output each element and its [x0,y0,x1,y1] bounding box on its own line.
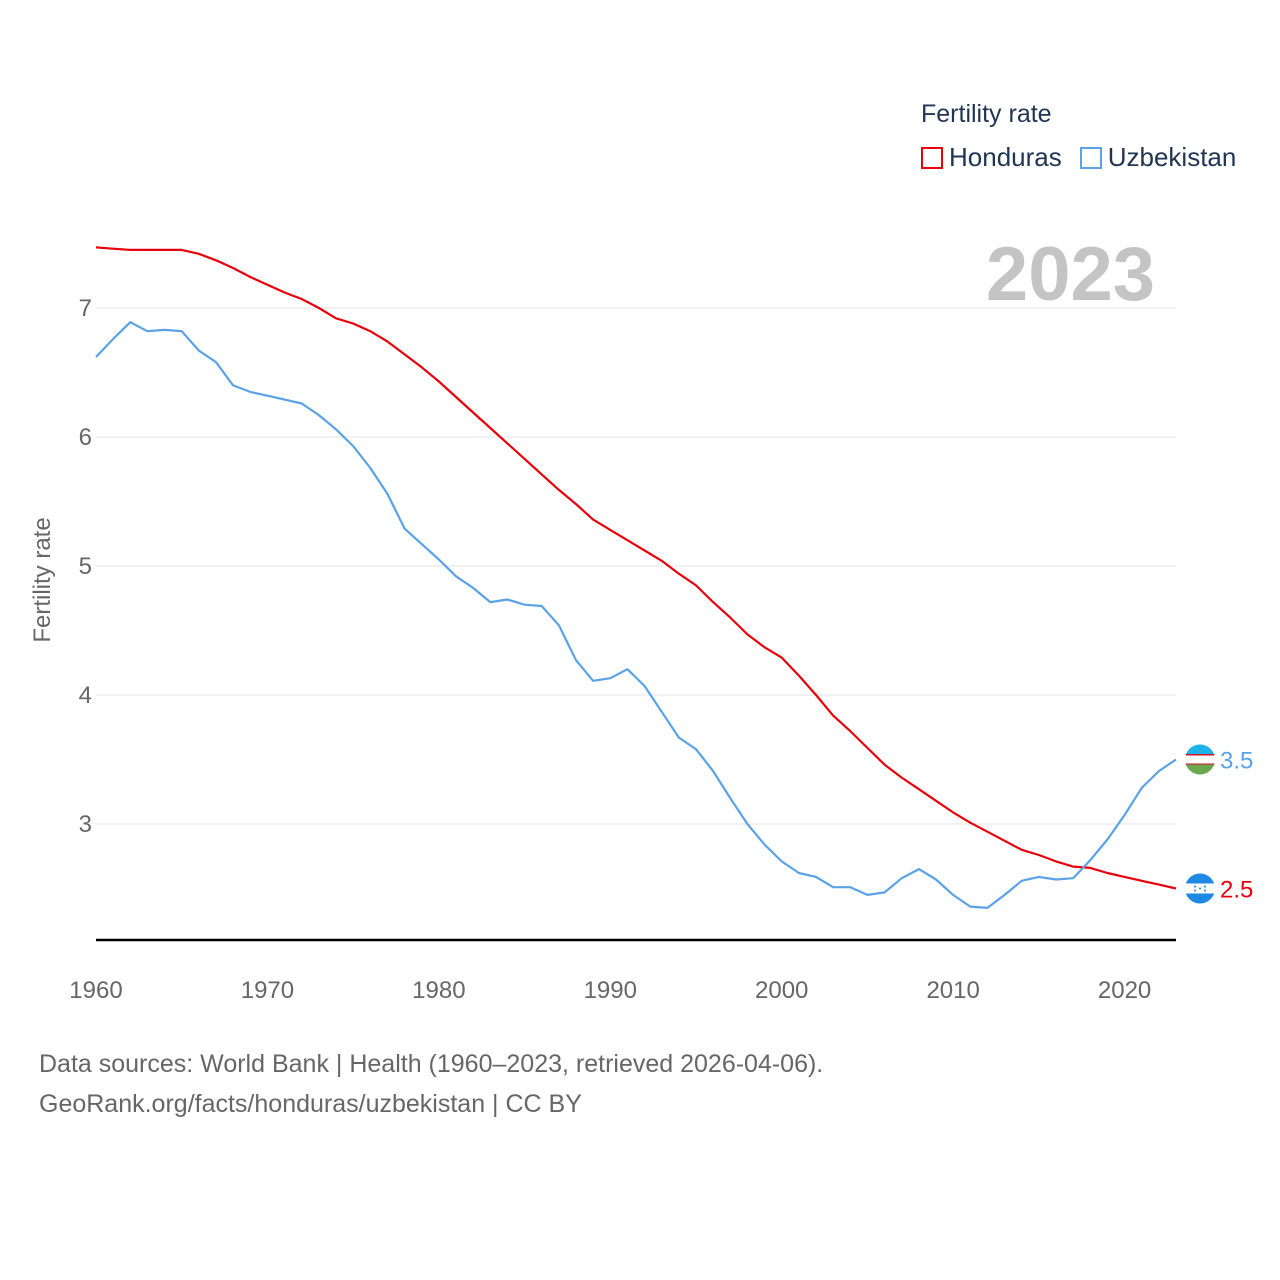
legend: Honduras Uzbekistan [921,142,1254,173]
end-value-label-uzbekistan: 3.5 [1220,748,1253,775]
legend-swatch-honduras [921,146,943,169]
legend-label-uzbekistan: Uzbekistan [1107,142,1237,172]
legend-swatch-uzbekistan [1079,146,1102,169]
x-tick-label: 1990 [584,977,637,1004]
series-lines [95,246,1177,909]
sources-line-2[interactable]: GeoRank.org/facts/honduras/uzbekistan | … [39,1090,582,1118]
end-value-label-honduras: 2.5 [1220,877,1253,904]
x-tick-label: 1980 [412,977,465,1004]
series-line-uzbekistan [95,321,1177,909]
flag-honduras-icon [1185,873,1215,904]
series-line-honduras [95,246,1177,890]
legend-item-honduras[interactable]: Honduras [921,142,1062,173]
grid-lines [96,307,1176,825]
x-tick-label: 2020 [1098,977,1151,1004]
flag-uzbekistan-icon [1185,744,1215,775]
y-tick-label: 4 [79,682,92,709]
y-tick-label: 6 [79,424,92,451]
y-tick-label: 5 [79,553,92,580]
data-sources: Data sources: World Bank | Health (1960–… [39,1044,823,1124]
legend-item-uzbekistan[interactable]: Uzbekistan [1079,142,1237,173]
x-tick-label: 2010 [926,977,979,1004]
end-markers: 2.5 3.5 [1185,744,1253,904]
x-tick-label: 1970 [241,977,294,1004]
x-axis-ticks: 1960 1970 1980 1990 2000 2010 2020 [69,977,1151,1004]
year-label: 2023 [986,232,1155,317]
x-tick-label: 1960 [69,977,122,1004]
y-tick-label: 3 [79,811,92,838]
y-axis-ticks: 3 4 5 6 7 [79,295,92,838]
legend-title: Fertility rate [921,100,1052,128]
legend-label-honduras: Honduras [949,142,1062,172]
sources-line-1: Data sources: World Bank | Health (1960–… [39,1050,824,1078]
y-axis-title: Fertility rate [29,517,56,642]
y-tick-label: 7 [79,295,92,322]
x-tick-label: 2000 [755,977,808,1004]
